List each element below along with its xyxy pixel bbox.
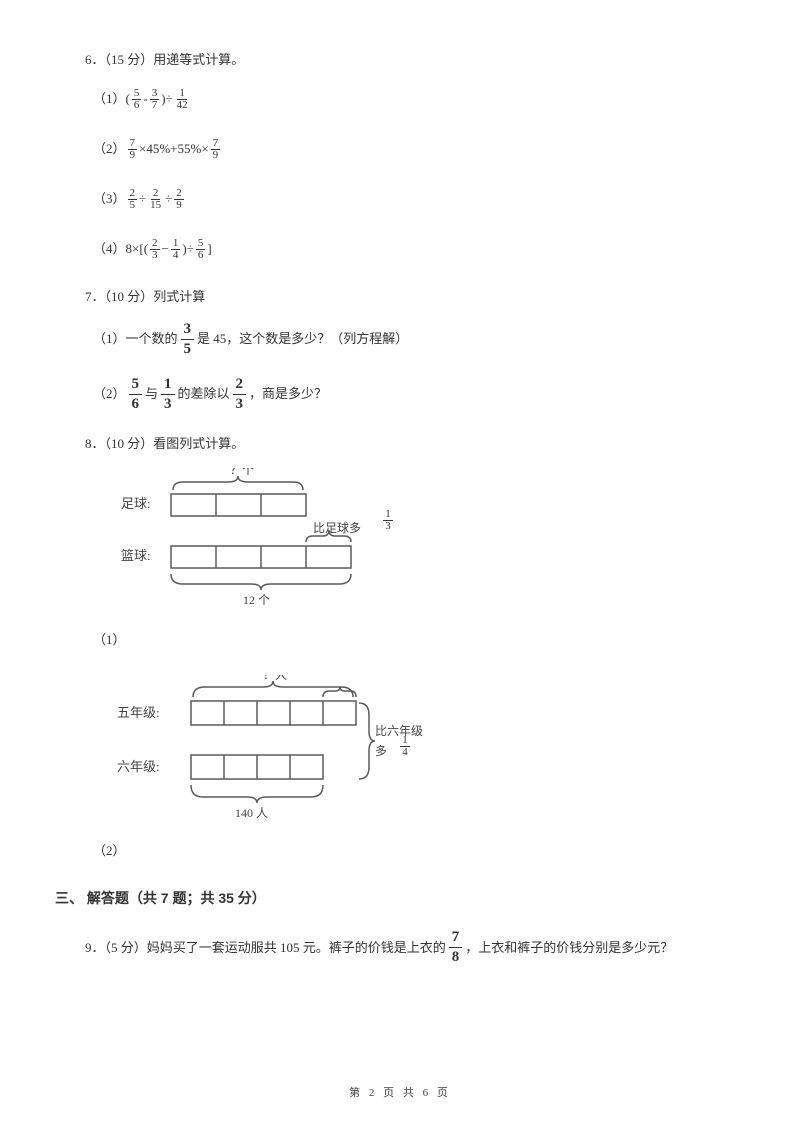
problem-8-sub2-label: （2） xyxy=(93,836,715,866)
svg-text:篮球:: 篮球: xyxy=(121,548,151,563)
svg-text:多: 多 xyxy=(375,744,387,758)
diagram-2: ？人 五年级: 比六年级 多 六年级: xyxy=(113,675,715,829)
svg-text:足球:: 足球: xyxy=(121,496,151,511)
svg-text:比足球多: 比足球多 xyxy=(313,521,361,535)
problem-7-sub2: （2） 56 与 13 的差除以 23 ，商是多少？ xyxy=(93,377,715,412)
problem-7-head: 7．（10 分）列式计算 xyxy=(85,287,715,308)
problem-8: 8．（10 分）看图列式计算。 ？个 足球: 比足球多 xyxy=(85,434,715,867)
problem-7: 7．（10 分）列式计算 （1）一个数的 35 是 45，这个数是多少？（列方程… xyxy=(85,287,715,412)
svg-text:？个: ？个 xyxy=(230,468,254,477)
problem-6-sub4: （4） 8×[(23 − 14)÷ 56] xyxy=(93,235,715,265)
section-3-head: 三、 解答题（共 7 题；共 35 分） xyxy=(55,888,715,908)
sub-label: （3） xyxy=(93,189,126,210)
problem-6-sub1: （1） (56-37)÷ 142 xyxy=(93,85,715,115)
page-footer: 第 2 页 共 6 页 xyxy=(0,1084,800,1100)
svg-text:12 个: 12 个 xyxy=(243,593,270,607)
problem-6-sub3: （3） 25 ÷ 215 ÷ 29 xyxy=(93,185,715,215)
svg-text:五年级:: 五年级: xyxy=(117,705,160,720)
problem-6-head: 6．（15 分）用递等式计算。 xyxy=(85,50,715,71)
problem-9: 9．（5 分）妈妈买了一套运动服共 105 元。裤子的价钱是上衣的 78 ，上衣… xyxy=(85,930,715,965)
svg-text:140 人: 140 人 xyxy=(235,806,268,820)
problem-8-head: 8．（10 分）看图列式计算。 xyxy=(85,434,715,455)
problem-8-sub1-label: （1） xyxy=(93,625,715,655)
problem-7-sub1: （1）一个数的 35 是 45，这个数是多少？（列方程解） xyxy=(93,322,715,357)
diagram-1: ？个 足球: 比足球多 篮球: xyxy=(113,468,715,617)
sub-label: （2） xyxy=(93,139,126,160)
problem-6: 6．（15 分）用递等式计算。 （1） (56-37)÷ 142 （2） 79 … xyxy=(85,50,715,265)
svg-text:？人: ？人 xyxy=(263,675,287,682)
svg-text:六年级:: 六年级: xyxy=(117,759,160,774)
problem-6-sub2: （2） 79 ×45%+55%× 79 xyxy=(93,135,715,165)
sub-label: （4） xyxy=(93,239,126,260)
sub-label: （1） xyxy=(93,89,126,110)
